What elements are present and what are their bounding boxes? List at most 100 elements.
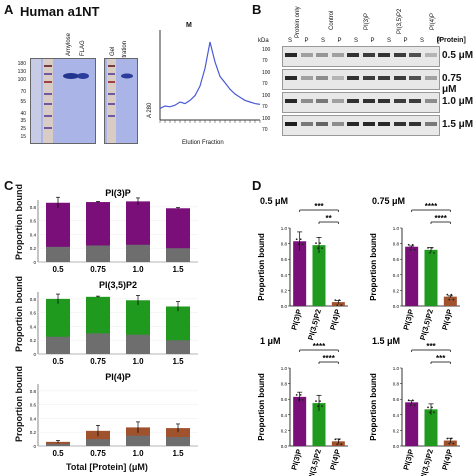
panel-c-bar-unbound <box>46 246 70 262</box>
panel-d-data-point <box>340 304 343 306</box>
panel-d-data-point <box>299 393 302 396</box>
panel-d-category-label: PI(3,5)P2 <box>306 308 323 341</box>
panel-d-bar <box>312 245 326 306</box>
panel-d-ytick: 0.6 <box>281 257 288 262</box>
gel1-ladder-label: 70 <box>20 89 26 95</box>
panel-d-category-label: PI(3)P <box>401 308 415 331</box>
blot-band <box>378 99 390 103</box>
gel1-ladder-label: 25 <box>20 126 26 132</box>
blot-band <box>409 76 421 80</box>
blot-band <box>347 76 359 80</box>
blot-strip <box>282 115 440 136</box>
blot-marker-label: 70 <box>262 104 268 110</box>
blot-band <box>424 122 437 126</box>
blot-lane-label: S <box>288 38 293 44</box>
blot-band <box>378 53 390 57</box>
panel-d-ytick: 0.2 <box>393 288 400 293</box>
blot-band <box>393 76 406 80</box>
panel-c-category-label: 1.5 <box>172 265 184 274</box>
gel1-ladder-label: 100 <box>17 77 26 83</box>
blot-header-protein-only: Protein only <box>295 6 301 38</box>
panel-d-ylabel: Proportion bound <box>369 233 378 301</box>
panel-c-bar-unbound <box>86 333 110 354</box>
blot-row-concentration: 0.75 μM <box>442 73 462 95</box>
panel-d-data-point <box>409 248 412 251</box>
gel1-ladder-label: 180 <box>17 61 26 67</box>
panel-d-ytick: 1.0 <box>281 226 288 231</box>
blot-lane-label: P <box>403 38 408 44</box>
panel-d-significance-label: ** <box>326 214 333 223</box>
panel-d-bar <box>293 241 307 306</box>
gel-image-gel-filtration <box>104 58 138 144</box>
blot-band <box>393 122 406 126</box>
blot-lane-label: P <box>436 38 441 44</box>
panel-d-data-point <box>450 293 453 296</box>
panel-c-bar-unbound <box>46 443 70 446</box>
panel-c-bar-unbound <box>166 437 190 446</box>
panel-d-significance-label: *** <box>314 202 324 211</box>
panel-c-ytick: 0.4 <box>30 416 37 421</box>
panel-d-bar <box>424 409 438 446</box>
blot-band <box>393 53 406 57</box>
gel1-header-amylose: Amylose <box>66 32 72 56</box>
gel1-ladder-label: 130 <box>17 69 26 75</box>
panel-c-ytick: 0.6 <box>30 403 37 408</box>
panel-d-chart-title: 1 μM <box>260 336 281 346</box>
panel-d-ytick: 0.6 <box>393 397 400 402</box>
panel-d-category-label: PI(3,5)P2 <box>418 308 435 341</box>
blot-band <box>378 122 390 126</box>
panel-d-category-label: PI(3,5)P2 <box>418 448 435 476</box>
panel-c-category-label: 0.75 <box>90 357 106 366</box>
blot-strip <box>282 46 440 67</box>
panel-d-ytick: 0.8 <box>281 242 288 247</box>
panel-d-data-point <box>446 437 449 440</box>
panel-d-chart-title: 1.5 μM <box>372 336 400 346</box>
panel-c-category-label: 0.75 <box>90 449 106 458</box>
blot-band <box>362 53 375 57</box>
panel-c-bar-unbound <box>166 248 190 262</box>
panel-c-category-label: 0.5 <box>52 265 64 274</box>
panel-d-data-point <box>407 399 410 402</box>
panel-c-ytick: 0.2 <box>30 246 37 251</box>
panel-c-ylabel-1: Proportion bound <box>14 184 24 260</box>
blot-lane-label: S <box>420 38 425 44</box>
panel-d-category-label: PI(4)P <box>440 308 454 331</box>
panel-d-data-point <box>407 243 410 246</box>
gel1-ladder-labels: 180 130 100 70 55 40 35 25 15 <box>2 58 28 142</box>
panel-d-bar <box>424 249 438 306</box>
blot-marker-label: 100 <box>262 47 271 53</box>
panel-c-ytick: 0.2 <box>30 430 37 435</box>
blot-lane-label: S <box>387 38 392 44</box>
blot-band <box>300 122 313 126</box>
panel-d-ytick: 0.6 <box>281 397 288 402</box>
panel-d-data-point <box>297 398 300 401</box>
panel-d-significance-label: **** <box>425 202 438 211</box>
panel-c-ytick: 0.6 <box>30 219 37 224</box>
panel-d-significance-label: **** <box>322 354 335 363</box>
panel-c-ytick: 0.4 <box>30 324 37 329</box>
panel-d-category-label: PI(4)P <box>440 448 454 471</box>
panel-a-letter: A <box>4 2 14 17</box>
panel-d-ytick: 1.0 <box>393 366 400 371</box>
blot-marker-label: 100 <box>262 93 271 99</box>
panel-d-bar <box>443 440 457 446</box>
panel-c-category-label: 1.0 <box>132 265 144 274</box>
blot-band <box>424 53 437 57</box>
panel-c-ytick: 0.8 <box>30 297 37 302</box>
blot-band <box>362 122 375 126</box>
panel-d-bar <box>312 403 326 446</box>
blot-rows: 100 70 0.5 μM 100 70 0.75 μM 100 70 1.0 μM 100 70 1… <box>258 46 474 138</box>
gel-2-bands <box>107 59 133 143</box>
blot-band <box>331 122 344 126</box>
panel-d-data-point <box>431 406 433 409</box>
panel-d-ytick: 0.8 <box>393 242 400 247</box>
blot-band <box>409 99 421 103</box>
blot-protein-header: [Protein] <box>437 37 466 44</box>
blot-row-concentration: 1.5 μM <box>442 119 474 130</box>
panel-d-ytick: 0.0 <box>393 304 400 309</box>
panel-d-data-point <box>427 406 429 409</box>
panel-c-ytick: 0.8 <box>30 205 37 210</box>
blot-band <box>347 53 359 57</box>
panel-c-chart-title: PI(3,5)P2 <box>99 280 137 290</box>
